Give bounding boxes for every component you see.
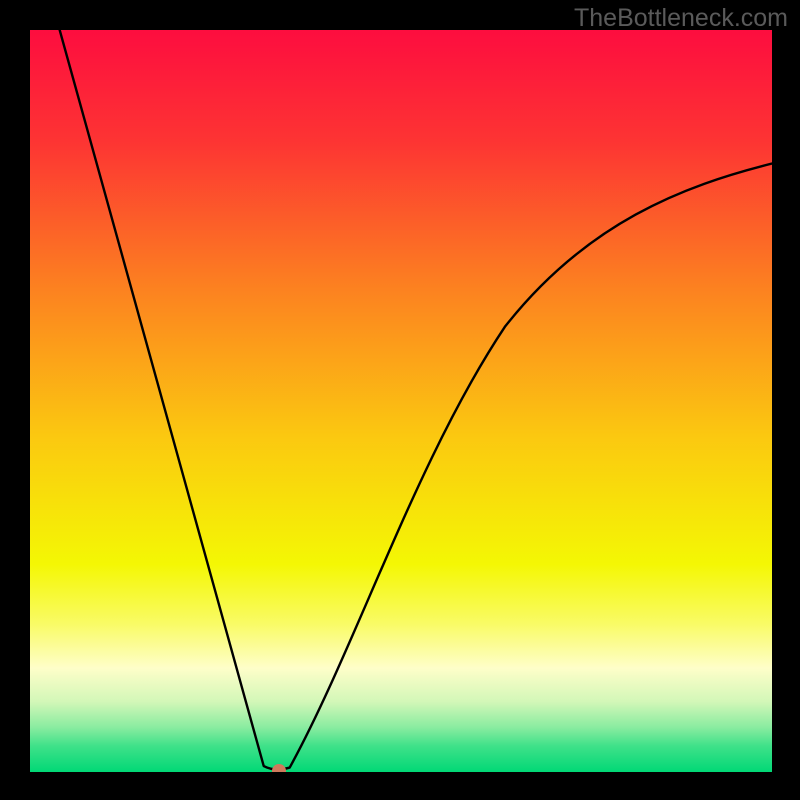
curve-path (60, 30, 772, 769)
watermark-text: TheBottleneck.com (574, 4, 788, 33)
plot-area (30, 30, 772, 772)
chart-container: TheBottleneck.com (0, 0, 800, 800)
optimum-marker (272, 764, 286, 772)
bottleneck-curve (30, 30, 772, 772)
